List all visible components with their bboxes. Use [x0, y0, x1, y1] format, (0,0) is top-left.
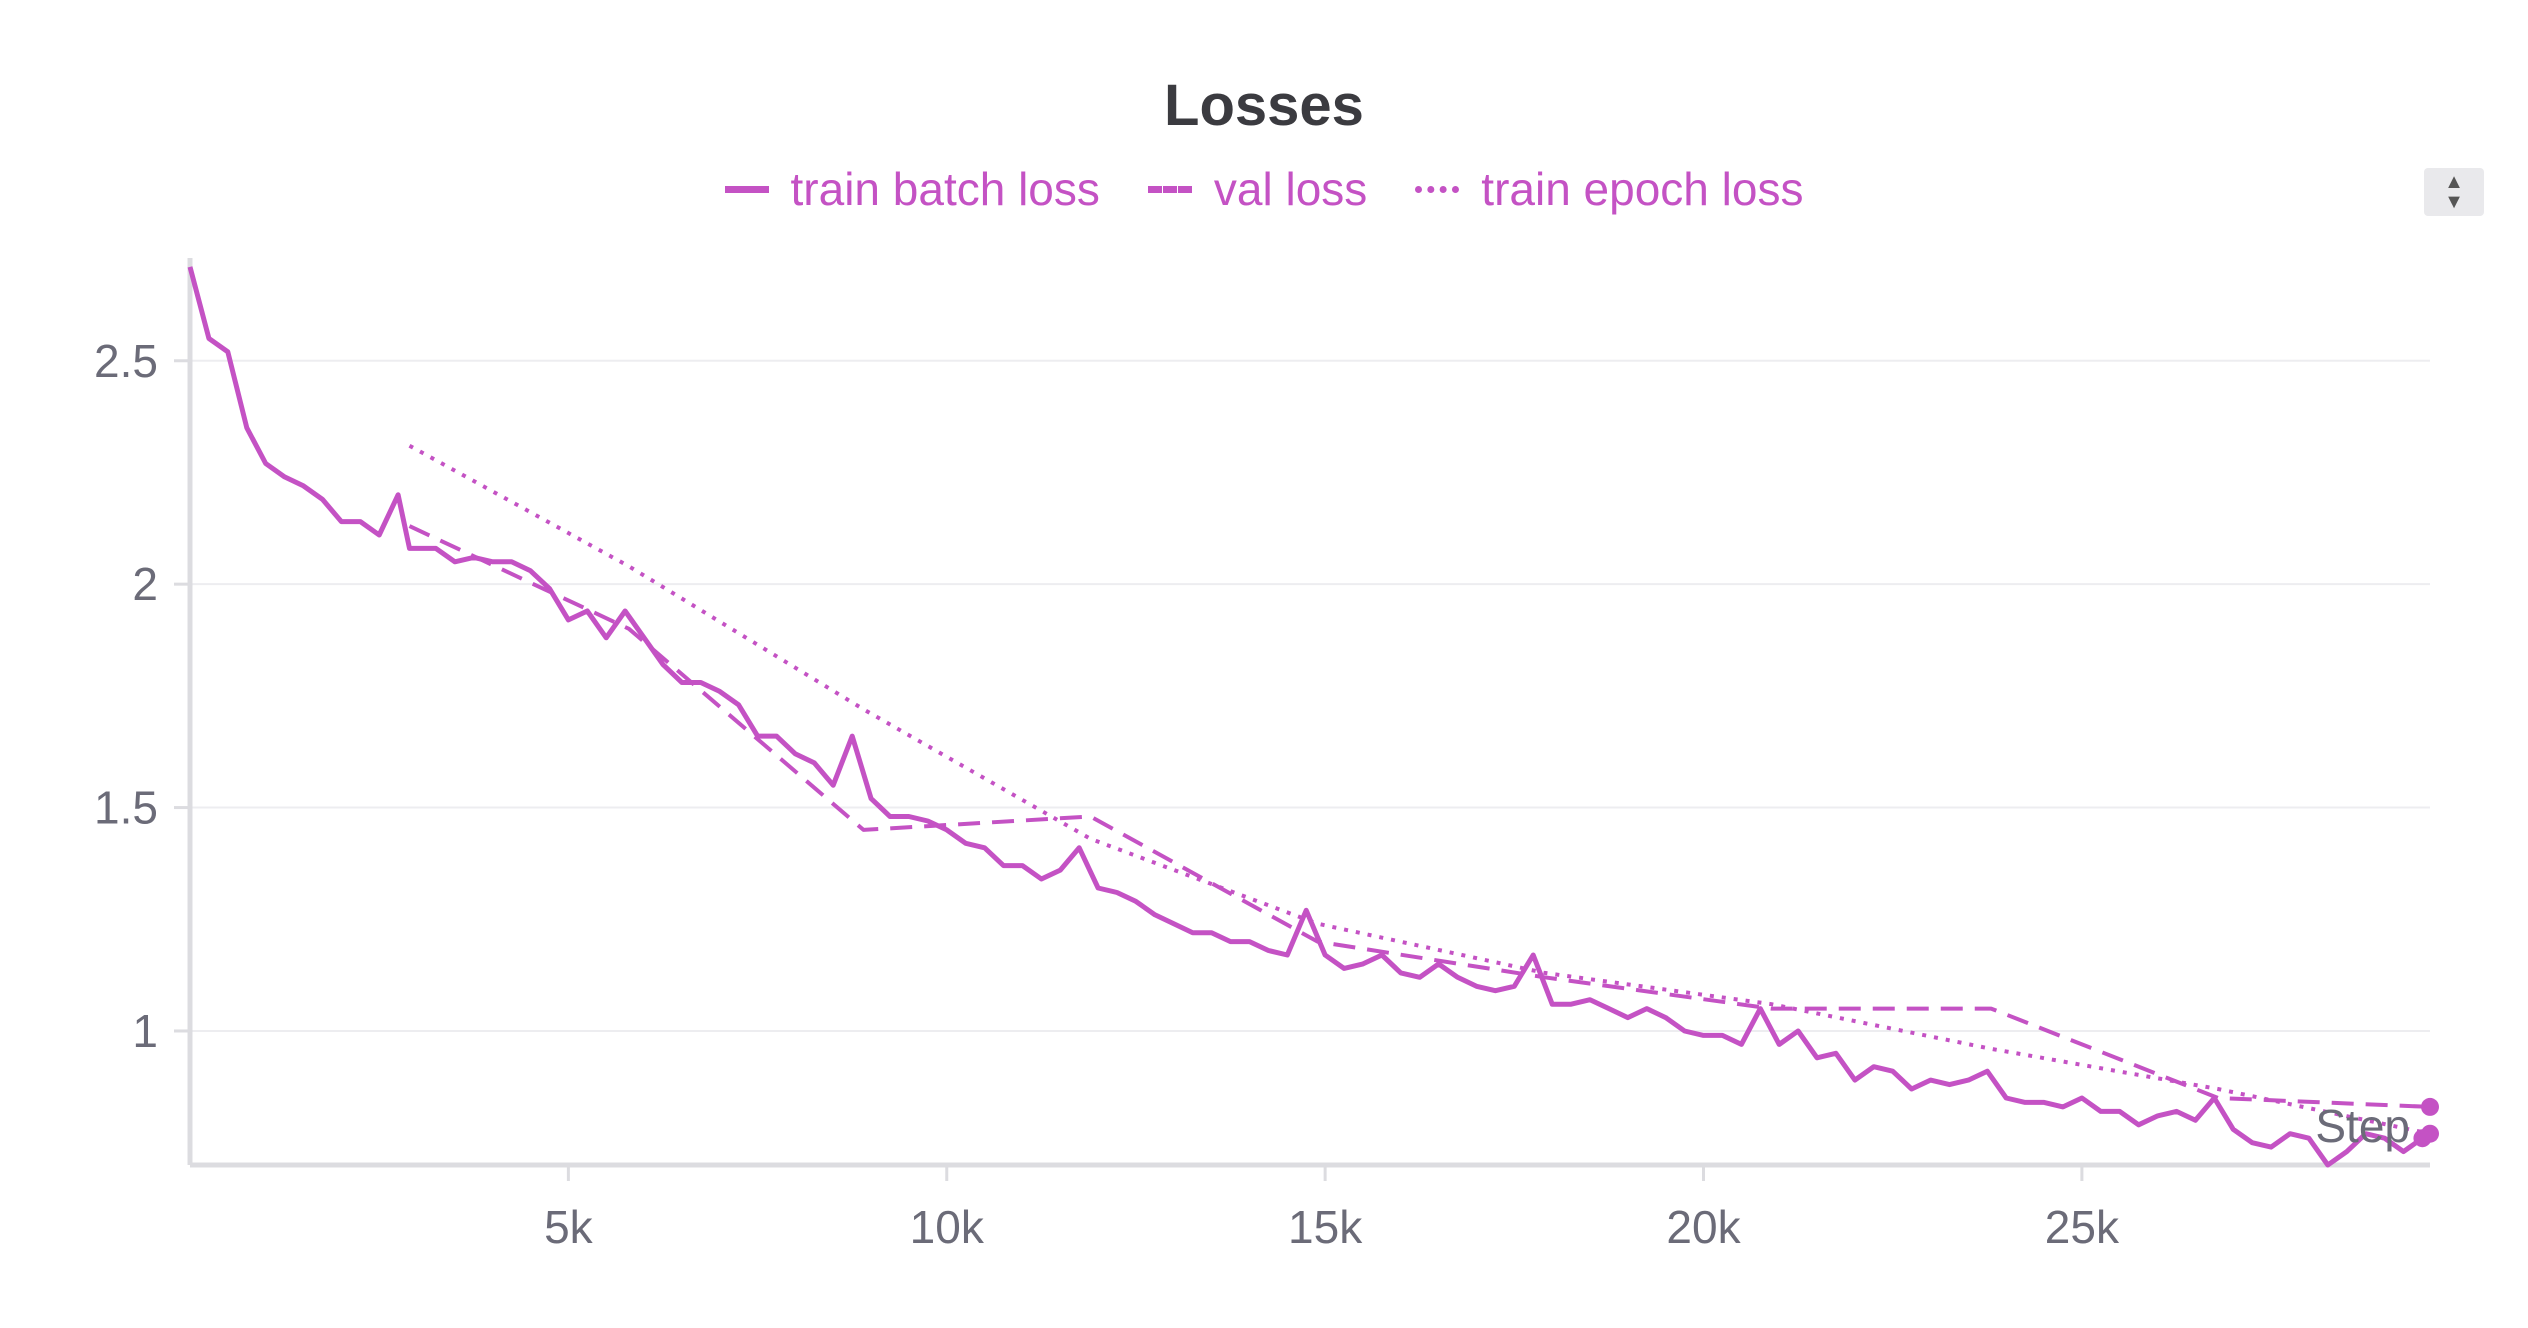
x-tick-label: 20k	[1666, 1201, 1741, 1253]
y-tick-label: 1	[132, 1005, 158, 1057]
legend-label-train-batch-loss: train batch loss	[790, 163, 1100, 215]
scroll-down-icon[interactable]: ▼	[2444, 191, 2464, 213]
legend-entry-val-loss[interactable]: val loss	[1147, 162, 1368, 216]
y-tick-label: 2	[132, 558, 158, 610]
y-tick-label: 1.5	[94, 782, 158, 834]
legend: train batch loss val loss train epoch lo…	[0, 162, 2528, 216]
series-line-train-batch-loss	[187, 266, 2424, 1168]
x-tick-label: 15k	[1288, 1201, 1363, 1253]
y-tick-label: 2.5	[94, 335, 158, 387]
series-end-point	[2421, 1124, 2439, 1143]
legend-scroll-arrows[interactable]: ▲ ▼	[2424, 168, 2484, 216]
legend-swatch-solid	[724, 185, 769, 193]
legend-label-train-epoch-loss: train epoch loss	[1481, 163, 1804, 215]
legend-swatch-dotted	[1415, 185, 1460, 193]
legend-entry-train-epoch-loss[interactable]: train epoch loss	[1415, 162, 1803, 216]
chart-title: Losses	[1164, 73, 1364, 138]
x-tick-label: 10k	[910, 1201, 985, 1253]
x-tick-label: 5k	[544, 1201, 594, 1253]
legend-label-val-loss: val loss	[1213, 163, 1368, 215]
scroll-up-icon[interactable]: ▲	[2444, 171, 2464, 193]
series-line-train-epoch-loss	[408, 443, 2431, 1136]
series-line-val-loss	[408, 524, 2431, 1109]
x-axis-label: Step	[2315, 1100, 2410, 1152]
legend-entry-train-batch-loss[interactable]: train batch loss	[724, 162, 1100, 216]
x-tick-label: 25k	[2045, 1201, 2120, 1253]
legend-swatch-dashed	[1147, 185, 1192, 193]
series-end-point	[2421, 1097, 2439, 1116]
